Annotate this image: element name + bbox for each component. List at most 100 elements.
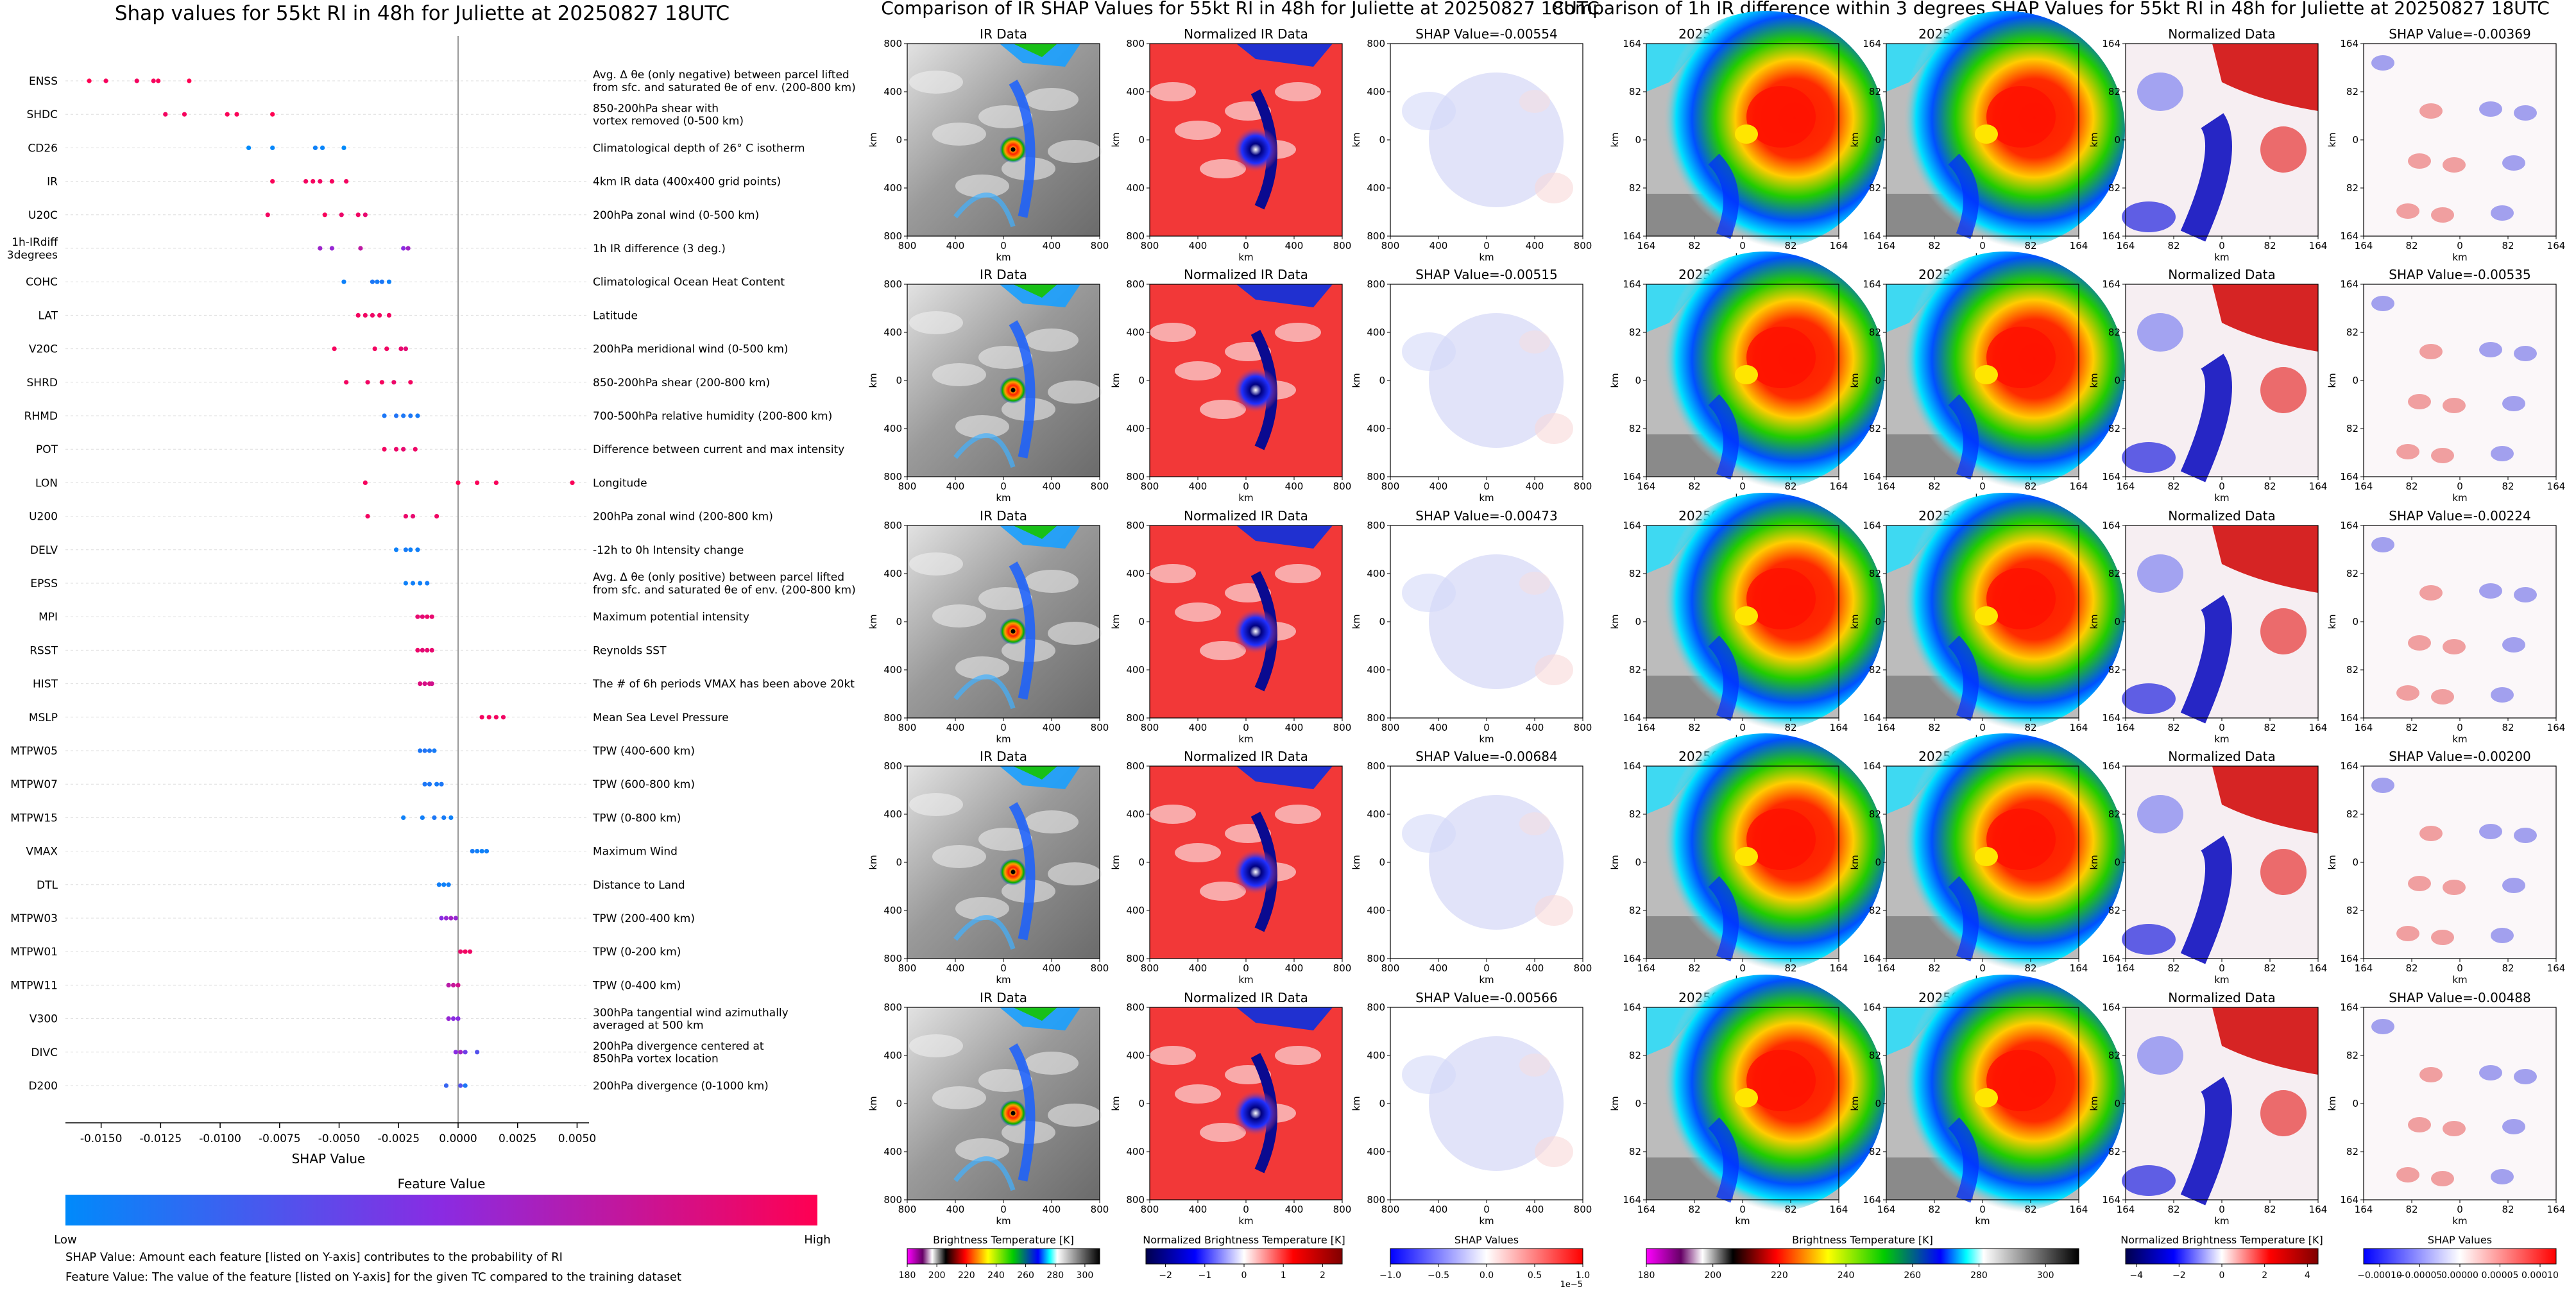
shap-point — [303, 179, 309, 184]
x-axis-label: km — [2214, 733, 2229, 745]
shap2-region — [2371, 778, 2394, 793]
y-tick-label: 82 — [2346, 327, 2358, 338]
feature-label-dtl: DTL — [37, 879, 58, 892]
feature-desc-v300-line: 300hPa tangential wind azimuthally — [593, 1007, 789, 1020]
shap-point — [475, 1050, 480, 1055]
colorbar-tick-label: 180 — [1638, 1270, 1655, 1281]
shap-point — [427, 748, 432, 753]
shap2-region — [2479, 342, 2502, 357]
x-tick-label: 164 — [2547, 481, 2566, 492]
ir2-core — [1746, 327, 1816, 388]
shap2-region — [2419, 585, 2443, 601]
shap2-region — [2491, 687, 2514, 703]
feature-desc-mtpw15-line: TPW (0-800 km) — [592, 812, 681, 824]
feature-desc-mtpw01-line: TPW (0-200 km) — [592, 946, 681, 959]
x-tick-label: 800 — [1333, 240, 1352, 252]
feature-label-rhmd-line: RHMD — [24, 410, 58, 423]
x-axis-label: km — [1238, 492, 1253, 504]
grid-title: Comparison of IR SHAP Values for 55kt RI… — [881, 0, 1599, 19]
y-tick-label: 0 — [1138, 375, 1145, 386]
x-tick-label: 164 — [2355, 240, 2373, 252]
ir-difference-shap-grid: Comparison of 1h IR difference within 3 … — [1551, 0, 2565, 1281]
shap-point — [398, 346, 404, 352]
shap-point — [439, 916, 444, 921]
y-tick-label: 164 — [2340, 1194, 2358, 1206]
ir2-core — [1986, 568, 2056, 629]
y-tick-label: 164 — [2340, 230, 2358, 242]
feature-label-divc: DIVC — [31, 1046, 58, 1059]
feature-desc-mtpw05: TPW (400-600 km) — [592, 745, 695, 758]
footnote-shap: SHAP Value: Amount each feature [listed … — [65, 1251, 563, 1264]
x-tick-label: 400 — [1043, 722, 1061, 733]
x-tick-label: 164 — [1877, 1204, 1896, 1215]
normdiff-negative — [2180, 1077, 2232, 1206]
x-tick-label: 164 — [2309, 962, 2328, 974]
y-tick-label: 164 — [1623, 760, 1641, 772]
y-tick-label: 82 — [2108, 664, 2120, 676]
shap-point — [458, 949, 463, 954]
x-tick-label: 0 — [2219, 962, 2225, 974]
shap-point — [393, 547, 399, 552]
x-tick-label: 400 — [1043, 962, 1061, 974]
y-tick-label: 0 — [1379, 857, 1385, 868]
colorbar-tick-label: 300 — [1077, 1270, 1094, 1281]
y-tick-label: 0 — [2114, 616, 2120, 627]
x-tick-label: 164 — [2309, 481, 2328, 492]
normdiff-positive — [2260, 126, 2307, 173]
feature-label-mslp: MSLP — [29, 712, 58, 724]
x-tick-label: 82 — [1688, 481, 1700, 492]
shap-negative-region — [1402, 332, 1456, 371]
normdiff-negative — [2180, 835, 2232, 964]
feature-label-mpi: MPI — [38, 611, 58, 624]
y-tick-label: 82 — [1629, 327, 1641, 338]
feature-desc-mtpw07-line: TPW (600-800 km) — [592, 778, 695, 791]
shap-point — [225, 112, 230, 117]
y-tick-label: 0 — [1875, 134, 1881, 146]
shap-point — [475, 480, 480, 486]
y-tick-label: 800 — [883, 230, 902, 242]
y-tick-label: 0 — [1635, 857, 1641, 868]
y-axis-label: km — [1609, 132, 1621, 147]
shap2-region — [2502, 637, 2525, 653]
feature-label-dtl-line: DTL — [37, 879, 58, 892]
shap2-panel-row3-title: SHAP Value=-0.00224 — [2389, 508, 2530, 524]
cloud-band — [909, 1034, 963, 1057]
shap-point — [408, 380, 413, 385]
shap2-background — [2364, 44, 2556, 236]
shap2-region — [2431, 930, 2454, 945]
shap2-region — [2419, 1067, 2443, 1082]
shap-point — [570, 480, 575, 486]
y-tick-label: 0 — [2352, 375, 2358, 386]
x-axis-label: km — [2452, 733, 2467, 745]
x-tick-label: 0 — [1000, 481, 1007, 492]
y-tick-label: 82 — [1629, 664, 1641, 676]
shap-point — [103, 78, 108, 83]
feature-desc-pot: Difference between current and max inten… — [593, 443, 844, 456]
shap-point — [379, 279, 384, 284]
x-tick-label: 82 — [2502, 722, 2514, 733]
feature-label-mtpw05: MTPW05 — [10, 745, 58, 758]
shap-negative-region — [1402, 1055, 1456, 1094]
x-tick-label: 82 — [1928, 722, 1940, 733]
cloud-band — [1048, 862, 1102, 885]
norm-panel-row4 — [1150, 766, 1342, 959]
y-tick-label: 164 — [2102, 520, 2120, 531]
x-tick-label: 82 — [1688, 722, 1700, 733]
x-tick-label: 164 — [2547, 1204, 2566, 1215]
y-tick-label: 800 — [1367, 760, 1385, 772]
shap2-region — [2371, 55, 2394, 71]
cloud-band — [1048, 140, 1102, 163]
x-tick-label: 800 — [1091, 722, 1109, 733]
colorbar-tick-label: 180 — [899, 1270, 916, 1281]
ir2-rain-band — [1708, 635, 1739, 721]
y-tick-label: 400 — [1126, 808, 1145, 820]
y-tick-label: 0 — [2114, 857, 2120, 868]
x-tick-label: 82 — [2024, 240, 2036, 252]
shap2-background — [2364, 284, 2556, 477]
x-tick-label: 164 — [2309, 722, 2328, 733]
x-tick-label: 164 — [2547, 962, 2566, 974]
ir2-panel-row5 — [1646, 975, 1885, 1213]
x-tick-label: 400 — [1526, 962, 1544, 974]
feature-desc-shrd: 850-200hPa shear (200-800 km) — [593, 377, 770, 389]
shap-panel-row4 — [1390, 766, 1583, 959]
